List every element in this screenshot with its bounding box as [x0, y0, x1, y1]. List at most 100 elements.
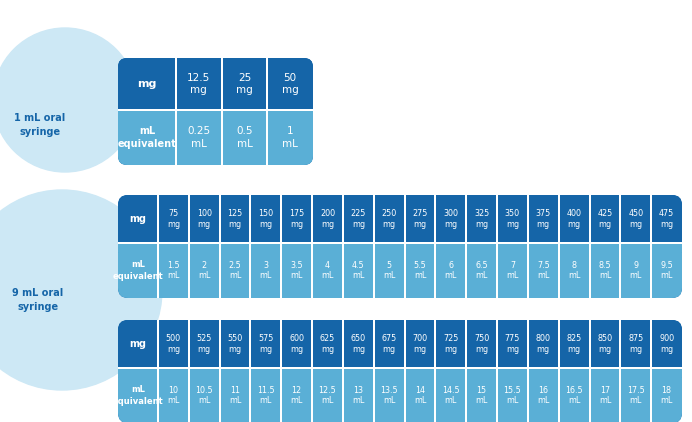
- Bar: [219, 320, 221, 422]
- Text: 2
mL: 2 mL: [198, 261, 210, 280]
- FancyBboxPatch shape: [118, 195, 682, 243]
- Text: mg: mg: [129, 339, 147, 349]
- Text: 250
mg: 250 mg: [381, 209, 397, 229]
- Bar: [311, 195, 313, 298]
- Text: mg: mg: [137, 79, 156, 89]
- Bar: [619, 320, 621, 422]
- Text: 10.5
mL: 10.5 mL: [195, 386, 213, 405]
- Text: 8.5
mL: 8.5 mL: [599, 261, 611, 280]
- Text: 700
mg: 700 mg: [412, 334, 428, 354]
- Bar: [558, 320, 560, 422]
- Bar: [496, 320, 498, 422]
- Bar: [188, 195, 190, 298]
- Text: 0.25
mL: 0.25 mL: [188, 126, 210, 149]
- FancyBboxPatch shape: [118, 320, 682, 368]
- Bar: [373, 320, 375, 422]
- Text: 14
mL: 14 mL: [414, 386, 426, 405]
- Bar: [342, 320, 344, 422]
- FancyBboxPatch shape: [118, 110, 313, 165]
- Bar: [118, 359, 682, 368]
- FancyBboxPatch shape: [118, 243, 682, 298]
- Text: 400
mg: 400 mg: [567, 209, 581, 229]
- Text: 425
mg: 425 mg: [597, 209, 612, 229]
- Text: 18
mL: 18 mL: [660, 386, 673, 405]
- Text: mg: mg: [129, 214, 147, 224]
- Text: 13.5
mL: 13.5 mL: [381, 386, 398, 405]
- Text: 17
mL: 17 mL: [599, 386, 611, 405]
- Text: 900
mg: 900 mg: [659, 334, 674, 354]
- Bar: [280, 320, 282, 422]
- Text: 12.5
mg: 12.5 mg: [188, 73, 210, 95]
- Bar: [157, 320, 159, 422]
- Text: 850
mg: 850 mg: [597, 334, 612, 354]
- Bar: [465, 195, 467, 298]
- Bar: [403, 320, 406, 422]
- Bar: [118, 109, 313, 111]
- Text: 1.5
mL: 1.5 mL: [167, 261, 180, 280]
- Text: 6
mL: 6 mL: [445, 261, 457, 280]
- Bar: [118, 101, 313, 110]
- Circle shape: [0, 190, 162, 390]
- Text: 150
mg: 150 mg: [258, 209, 273, 229]
- Bar: [118, 243, 682, 252]
- Bar: [342, 195, 344, 298]
- Bar: [280, 195, 282, 298]
- Text: 625
mg: 625 mg: [320, 334, 335, 354]
- Bar: [373, 195, 375, 298]
- Text: 11
mL: 11 mL: [229, 386, 242, 405]
- Text: 200
mg: 200 mg: [320, 209, 335, 229]
- Text: 10
mL: 10 mL: [167, 386, 180, 405]
- Text: 15.5
mL: 15.5 mL: [504, 386, 521, 405]
- Bar: [175, 58, 177, 165]
- Bar: [435, 320, 437, 422]
- Text: 450
mg: 450 mg: [628, 209, 644, 229]
- Text: 800
mg: 800 mg: [536, 334, 551, 354]
- Text: 500
mg: 500 mg: [166, 334, 181, 354]
- FancyBboxPatch shape: [118, 368, 682, 422]
- Bar: [188, 320, 190, 422]
- Text: 600
mg: 600 mg: [289, 334, 304, 354]
- Text: mL
equivalent: mL equivalent: [113, 385, 163, 406]
- Bar: [558, 195, 560, 298]
- Text: 75
mg: 75 mg: [167, 209, 180, 229]
- Bar: [650, 320, 652, 422]
- Bar: [250, 195, 251, 298]
- Bar: [650, 195, 652, 298]
- Bar: [118, 368, 682, 377]
- Bar: [250, 320, 251, 422]
- Text: 16.5
mL: 16.5 mL: [565, 386, 583, 405]
- Text: 675
mg: 675 mg: [381, 334, 397, 354]
- Text: 2.5
mL: 2.5 mL: [228, 261, 242, 280]
- Text: 9 mL oral
syringe: 9 mL oral syringe: [12, 288, 64, 311]
- Text: 12
mL: 12 mL: [291, 386, 303, 405]
- Text: 125
mg: 125 mg: [228, 209, 243, 229]
- Bar: [118, 367, 682, 369]
- Bar: [496, 195, 498, 298]
- Text: 300
mg: 300 mg: [444, 209, 458, 229]
- Text: 50
mg: 50 mg: [282, 73, 298, 95]
- Bar: [465, 320, 467, 422]
- Text: 275
mg: 275 mg: [412, 209, 428, 229]
- Text: 4
mL: 4 mL: [321, 261, 334, 280]
- Text: 750
mg: 750 mg: [474, 334, 489, 354]
- Text: 4.5
mL: 4.5 mL: [352, 261, 365, 280]
- Bar: [619, 195, 621, 298]
- Text: 16
mL: 16 mL: [537, 386, 549, 405]
- Bar: [266, 58, 268, 165]
- Text: 8
mL: 8 mL: [568, 261, 581, 280]
- Text: 0.5
mL: 0.5 mL: [236, 126, 253, 149]
- Bar: [118, 110, 313, 119]
- Text: 6.5
mL: 6.5 mL: [475, 261, 488, 280]
- Text: 25
mg: 25 mg: [236, 73, 253, 95]
- FancyBboxPatch shape: [118, 58, 313, 110]
- Bar: [435, 195, 437, 298]
- Text: 825
mg: 825 mg: [567, 334, 582, 354]
- Text: 475
mg: 475 mg: [659, 209, 674, 229]
- FancyBboxPatch shape: [118, 320, 682, 422]
- Text: 100
mg: 100 mg: [197, 209, 212, 229]
- Text: mL
equivalent: mL equivalent: [118, 126, 176, 149]
- Text: 325
mg: 325 mg: [474, 209, 489, 229]
- Text: 13
mL: 13 mL: [352, 386, 365, 405]
- Text: 875
mg: 875 mg: [628, 334, 644, 354]
- Text: 7.5
mL: 7.5 mL: [537, 261, 549, 280]
